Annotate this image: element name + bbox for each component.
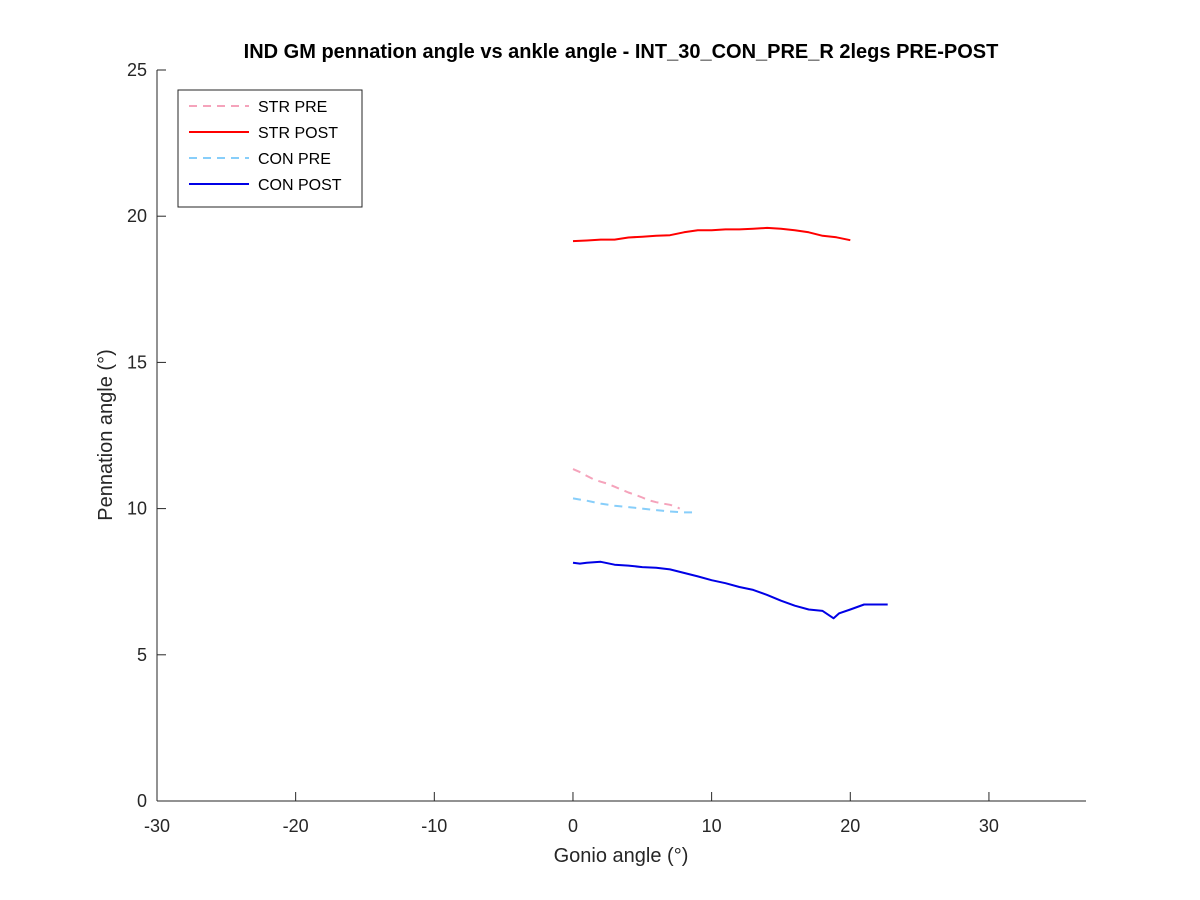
x-axis-label: Gonio angle (°) [554,845,689,867]
legend: STR PRE STR POST CON PRE CON POST [177,89,363,208]
series-line-str-pre [572,468,681,510]
y-tick-label: 0 [137,791,147,811]
y-tick-label: 5 [137,645,147,665]
y-tick-label: 20 [127,206,147,226]
y-axis-label: Pennation angle (°) [95,349,117,520]
x-tick-label: 10 [702,816,722,836]
x-tick-label: 0 [568,816,578,836]
y-tick-label: 25 [127,60,147,80]
y-tick-label: 15 [127,352,147,372]
plot-lines [572,226,888,620]
legend-entry-label: CON POST [258,177,342,194]
series-line-con-pre [572,497,694,514]
series-line-con-post [572,560,888,620]
x-tick-label: -10 [421,816,447,836]
x-tick-label: -20 [283,816,309,836]
x-tick-label: 20 [840,816,860,836]
x-tick-label: -30 [144,816,170,836]
legend-entry-label: CON PRE [258,151,331,168]
legend-entry-label: STR POST [258,125,338,142]
series-line-str-post [572,226,851,243]
chart-title: IND GM pennation angle vs ankle angle - … [244,41,999,63]
x-tick-label: 30 [979,816,999,836]
legend-entry-label: STR PRE [258,99,327,116]
y-tick-label: 10 [127,499,147,519]
axes: -30 -20 -10 0 10 20 30 0 5 10 15 20 25 [127,60,1086,836]
legend-box [177,89,363,208]
